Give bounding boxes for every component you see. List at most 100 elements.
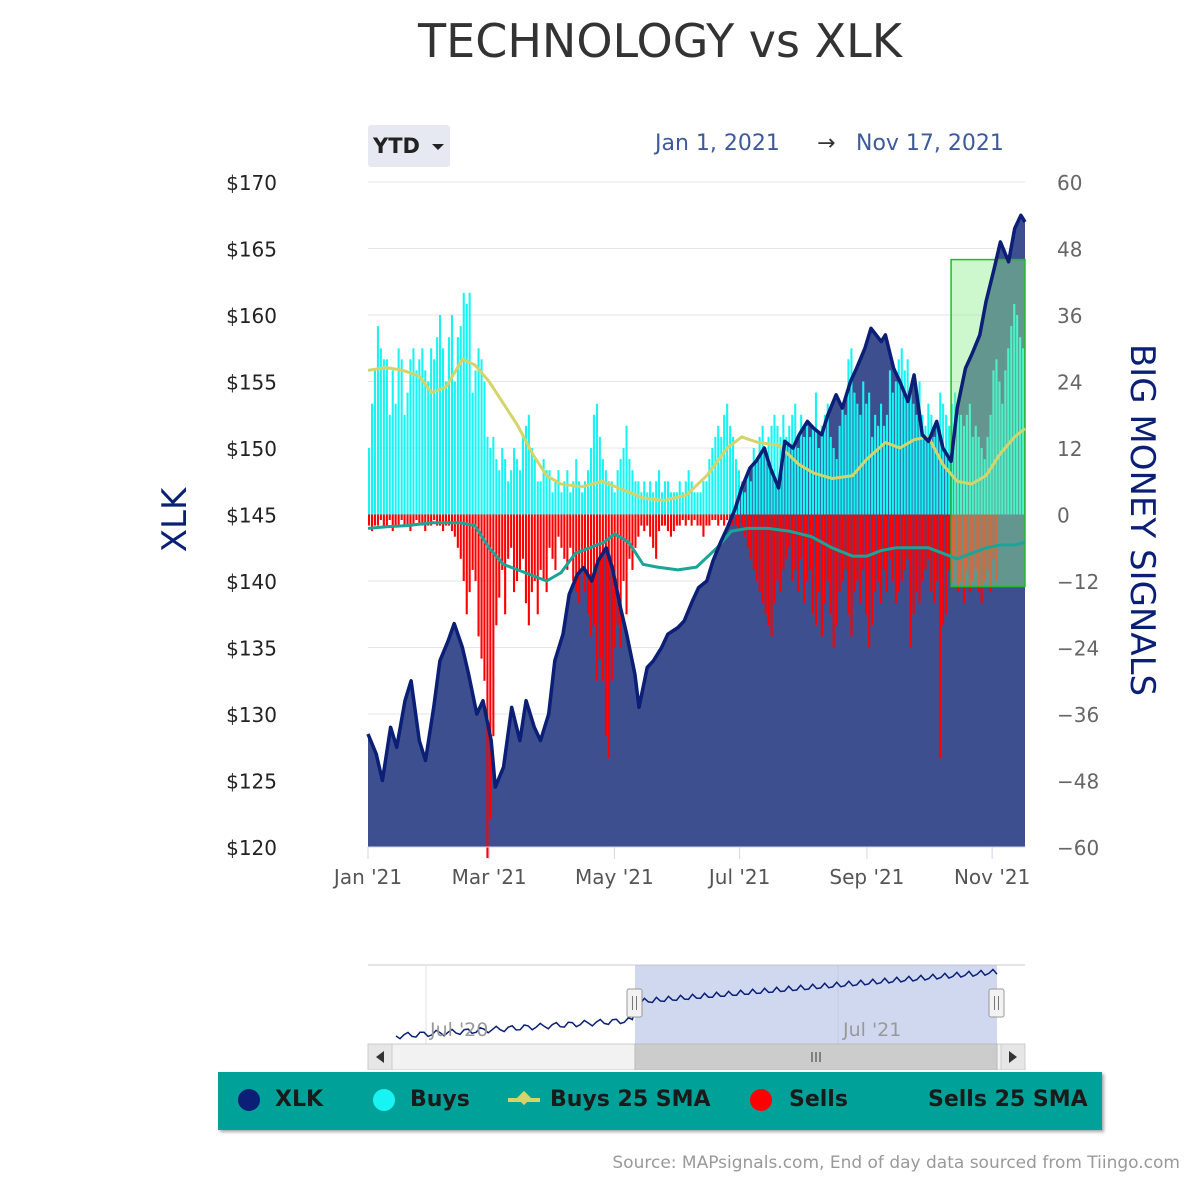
sells-bar [373,514,376,526]
sells-bar [672,514,675,532]
buys-bar [675,492,678,515]
sells-bar [995,514,998,581]
sells-bar [767,514,770,626]
sells-bar [516,514,519,581]
buys-bar [874,414,877,515]
sells-bar [666,514,669,532]
arrow-right-icon: → [817,131,836,156]
right-tick-label: −36 [1057,703,1099,727]
sells-bar [637,514,640,537]
sells-bar [371,514,374,532]
sells-bar [474,514,477,581]
buys-bar [406,392,409,515]
buys-bar [752,448,755,515]
sells-bar [604,514,607,737]
buys-bar [900,348,903,515]
navigator-left-handle[interactable] [626,988,643,1018]
left-tick-label: $170 [226,171,277,195]
sells-bar [980,514,983,604]
buys-bar [954,392,957,515]
sells-bar [770,514,773,637]
legend-item-sells-sma[interactable]: Sells 25 SMA [928,1086,1088,1114]
buys-bar [444,381,447,515]
sells-bar [915,514,918,593]
buys-bar [959,414,962,515]
caret-down-icon [432,144,444,150]
sells-bar [492,514,495,737]
navigator[interactable]: Jul '20 Jul '21 [368,964,1025,1044]
buys-bar [376,326,379,515]
x-tick-label: Mar '21 [452,865,527,889]
sells-bar [433,514,436,520]
buys-bar [480,359,483,515]
right-axis-title: BIG MONEY SIGNALS [1122,344,1162,696]
buys-bar [495,459,498,515]
date-from-input[interactable]: Jan 1, 2021 [655,131,780,156]
sells-bar [444,514,447,526]
legend-item-sells[interactable]: Sells [750,1086,848,1114]
sells-bar [427,514,430,526]
buys-bar [761,425,764,515]
xlk-line [366,213,1027,789]
sells-bar [400,514,403,520]
buys-bar [980,448,983,515]
sells-bar [628,514,631,559]
chart-title: TECHNOLOGY vs XLK [418,14,902,68]
navigator-selected-range[interactable] [635,965,997,1044]
buys-bar [391,370,394,515]
sells-bar [986,514,989,570]
legend-item-buys[interactable]: Buys [373,1086,470,1114]
buys-bar [1016,315,1019,515]
sells-bar [388,514,391,520]
sells-bar [678,514,681,526]
sells-bar [954,514,957,559]
sells-bar [524,514,527,604]
sells-bar [542,514,545,581]
buys-bar [453,381,456,515]
right-tick-label: −48 [1057,770,1099,794]
buys-bar [646,492,649,515]
buys-bar [373,370,376,515]
sells-bar [681,514,684,520]
buys-bar [992,370,995,515]
buys-bar [666,481,669,515]
buys-bar [758,436,761,515]
sells-bar [581,514,584,570]
date-to-input[interactable]: Nov 17, 2021 [856,131,1004,156]
buys-bar [693,492,696,515]
range-select-dropdown[interactable]: YTD [368,125,450,167]
sells-bar [572,514,575,581]
sells-bar [462,514,465,581]
sells-bar [640,514,643,526]
left-tick-label: $130 [226,703,277,727]
sells-bar [699,514,702,526]
sells-bar [652,514,655,548]
sells-bar [817,514,820,593]
legend-item-xlk[interactable]: XLK [238,1086,323,1114]
buys-bar [714,436,717,515]
buys-bar [619,459,622,515]
sells-bar [965,514,968,570]
sells-bar [397,514,400,526]
buys-bar [1007,348,1010,515]
navigator-scrollbar[interactable] [367,1043,1026,1070]
buys-bar [379,348,382,515]
legend-item-buys-sma[interactable]: Buys 25 SMA [508,1086,711,1114]
sells-bar [903,514,906,570]
buys-bar [823,414,826,515]
sells-bar [974,514,977,570]
buys-bar [442,348,445,515]
buys-bar [430,348,433,515]
sells-bar [823,514,826,604]
navigator-right-handle[interactable] [988,988,1005,1018]
buys-bar [936,425,939,515]
buys-bar [385,359,388,515]
sells-bar [782,514,785,570]
buys-bar [483,381,486,515]
buys-bar [388,414,391,515]
highlight-box [950,258,1026,588]
sells-bar [510,514,513,548]
sells-bar [696,514,699,526]
signal-bars-layer [368,292,1025,859]
line-marker-icon [508,1098,540,1102]
